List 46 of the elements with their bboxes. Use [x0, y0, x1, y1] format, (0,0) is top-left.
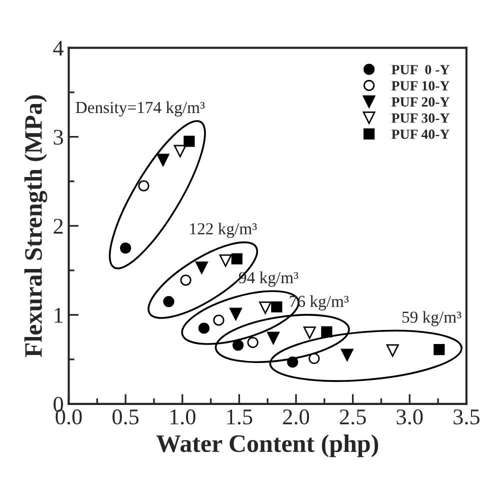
x-tick-label: 3.5 — [454, 409, 480, 425]
y-axis-title: Flexural Strength (MPa) — [24, 95, 48, 358]
point — [267, 332, 280, 344]
point — [219, 254, 232, 267]
x-tick-label: 0.5 — [112, 409, 139, 425]
x-tick-label: 1.5 — [227, 410, 252, 425]
point — [271, 301, 282, 312]
y-tick-label: 4 — [53, 40, 64, 56]
point — [232, 340, 244, 351]
x-tick-label: 2.5 — [340, 409, 366, 425]
x-axis-title: Water Content (php) — [156, 434, 378, 458]
annotation: 59 kg/m³ — [402, 311, 462, 326]
y-tick-label: 3 — [54, 130, 64, 145]
legend-label: PUF 40-Y — [392, 130, 450, 139]
annotation: Density=174 kg/m³ — [76, 101, 205, 117]
point — [213, 314, 224, 326]
point — [386, 344, 399, 357]
point — [184, 136, 195, 147]
annotation: 122 kg/m³ — [190, 222, 257, 238]
point — [163, 296, 174, 308]
y-tick-label: 2 — [54, 218, 63, 234]
point — [321, 326, 332, 338]
x-tick-label: 2.0 — [283, 409, 310, 425]
x-tick-label: 3.0 — [396, 409, 423, 425]
point — [287, 356, 298, 368]
point — [156, 154, 170, 166]
legend-label: PUF 30-Y — [392, 113, 450, 123]
point — [230, 308, 242, 320]
legend-label: PUF 20-Y — [392, 97, 450, 107]
legend-label: PUF 10-Y — [392, 81, 450, 90]
point — [198, 322, 210, 334]
point — [174, 144, 186, 158]
point — [247, 336, 258, 348]
point — [434, 344, 445, 356]
point — [308, 352, 320, 364]
point — [259, 302, 272, 314]
point — [231, 253, 242, 264]
point — [195, 261, 208, 274]
point — [303, 326, 316, 339]
legend-label: PUF 0 -Y — [392, 64, 450, 74]
point — [180, 274, 192, 286]
y-tick-label: 1 — [54, 308, 63, 323]
point — [340, 348, 354, 362]
point — [120, 242, 132, 254]
point — [138, 180, 150, 192]
x-tick-label: 1.0 — [170, 409, 196, 425]
